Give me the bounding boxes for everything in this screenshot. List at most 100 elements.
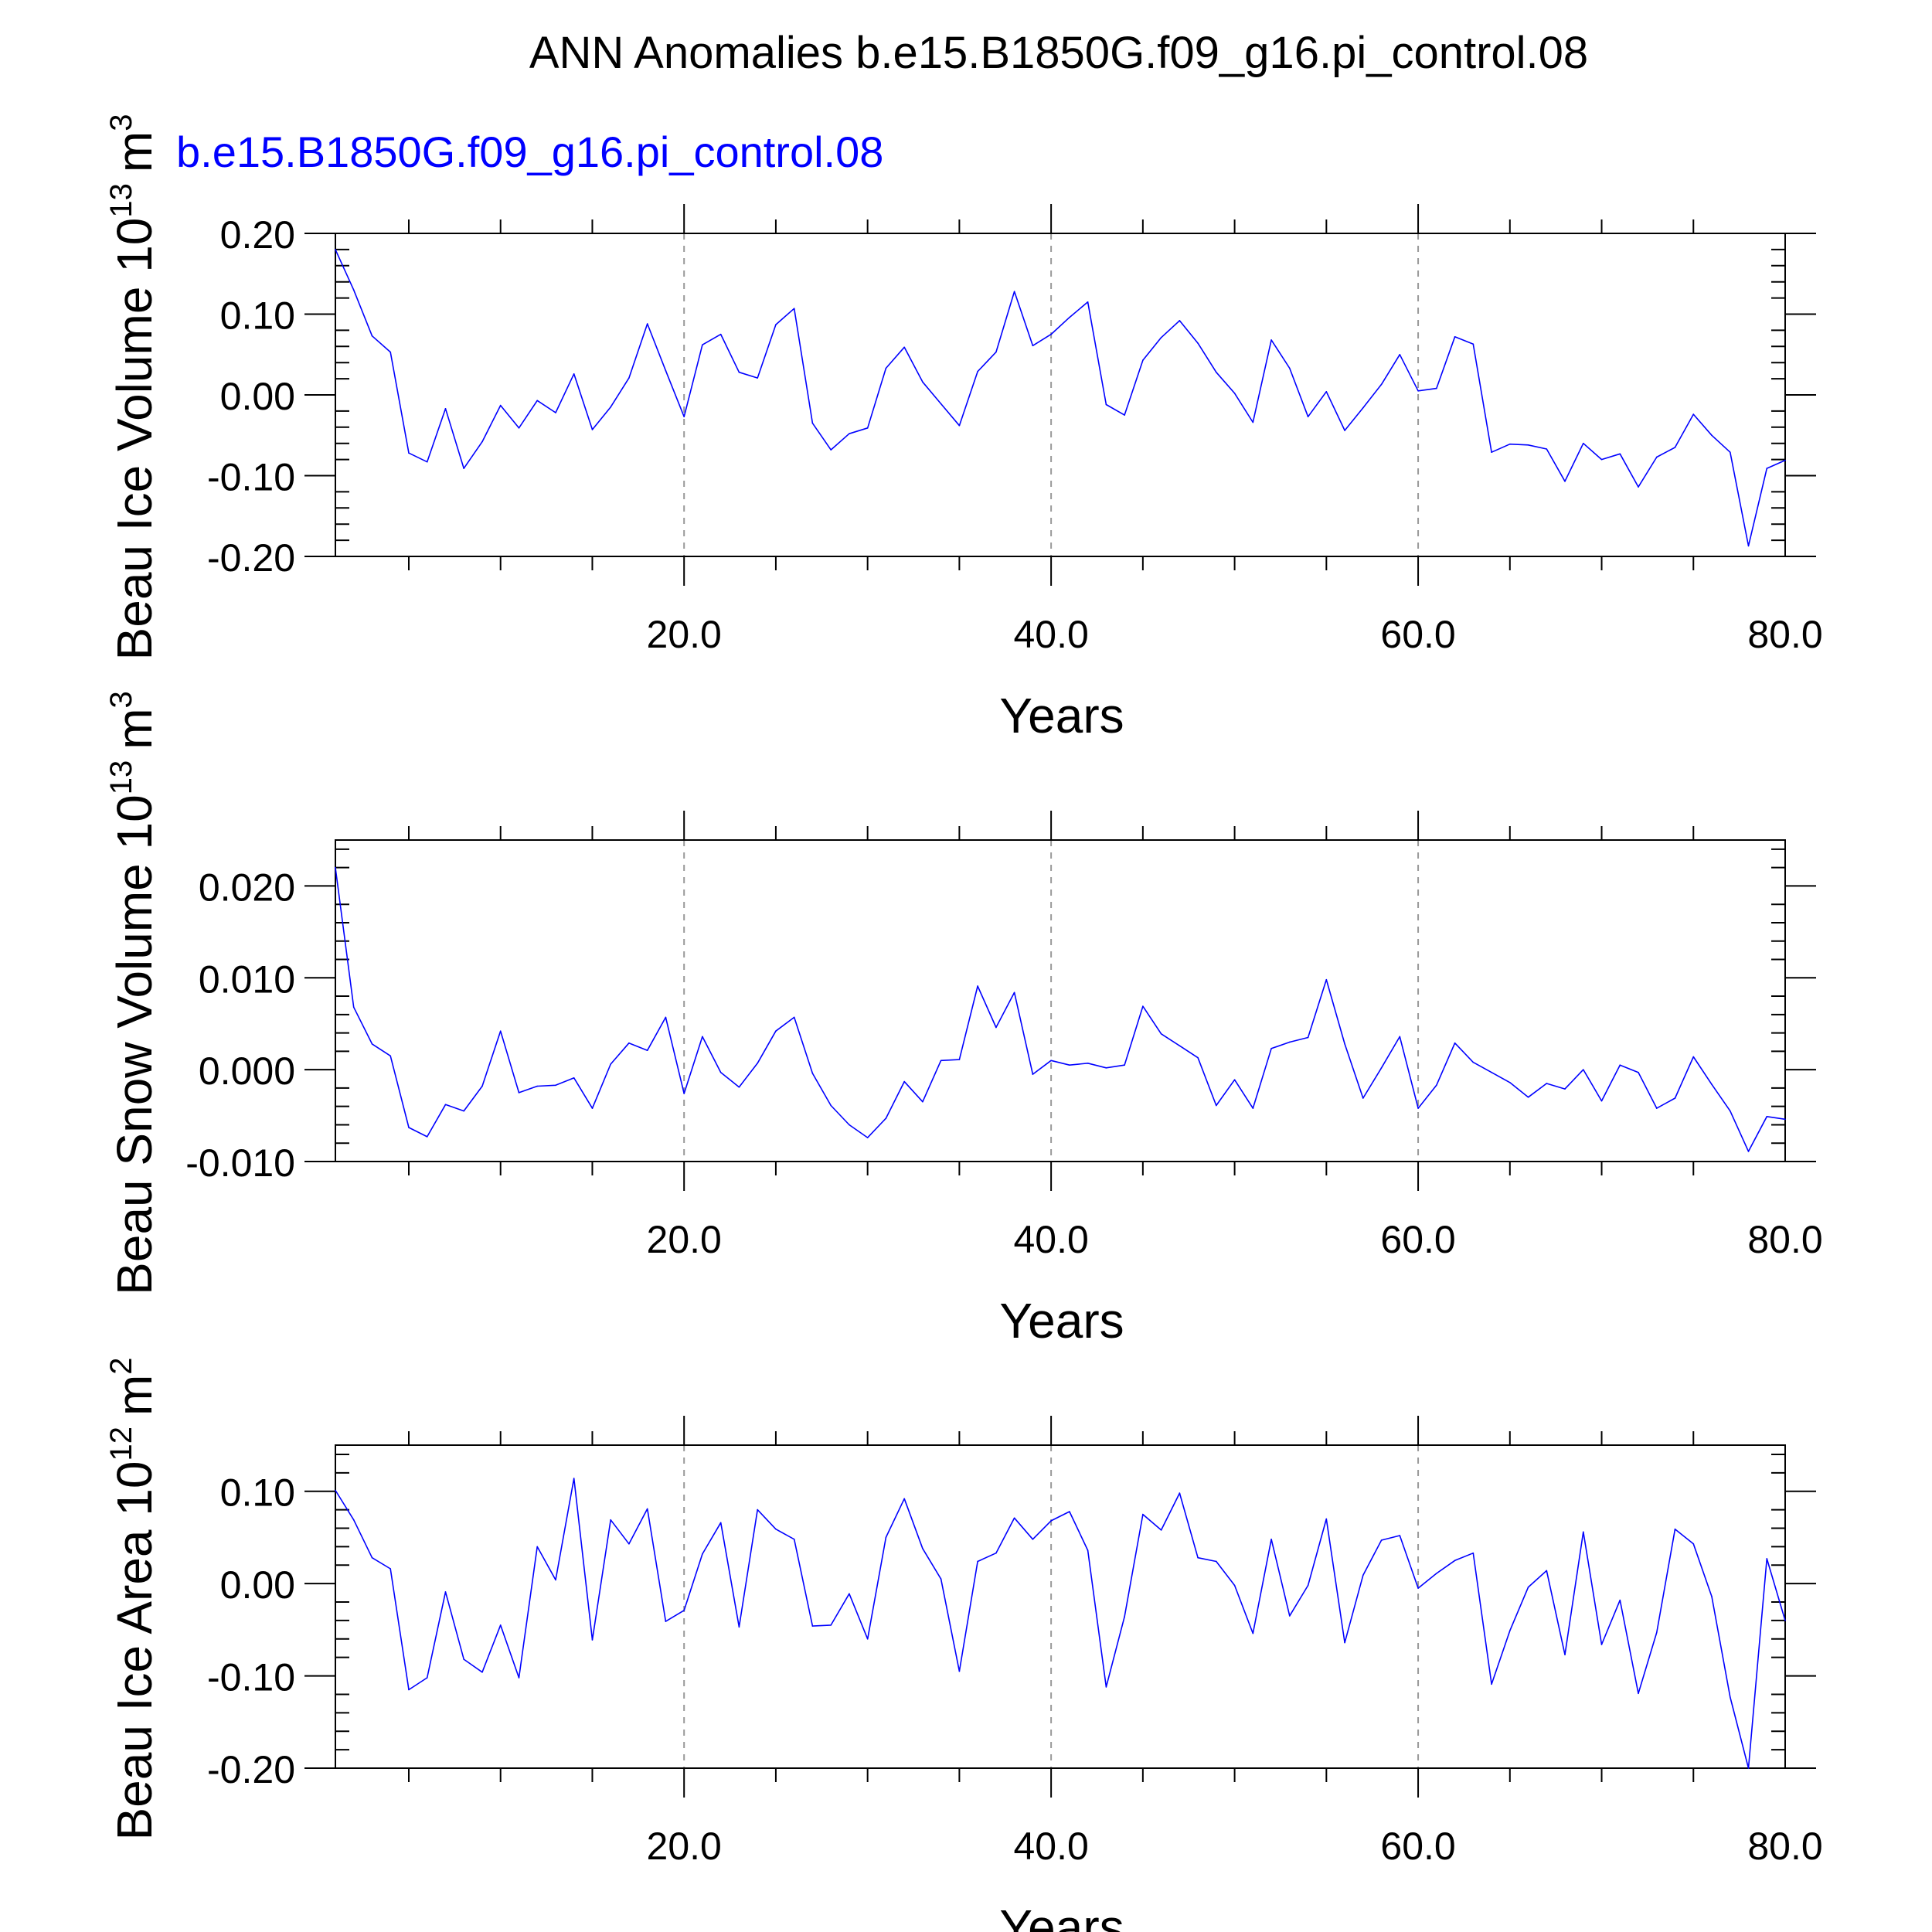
data-point <box>995 1552 997 1554</box>
data-point <box>1491 1071 1492 1073</box>
data-point <box>1307 1584 1309 1587</box>
data-point <box>1711 1083 1713 1085</box>
data-point <box>1270 339 1272 341</box>
data-point <box>885 367 887 369</box>
data-point <box>463 468 465 469</box>
data-point <box>830 449 832 451</box>
data-point <box>1252 1107 1254 1109</box>
data-point <box>1747 545 1750 547</box>
x-tick-label: 40.0 <box>1013 1218 1088 1261</box>
data-points <box>335 866 1786 1152</box>
data-point <box>1197 342 1199 344</box>
data-point <box>389 1568 392 1570</box>
y-axis-label-unit-exponent: 3 <box>104 691 138 708</box>
data-point <box>940 403 942 405</box>
data-point <box>389 1055 392 1057</box>
data-point <box>719 333 722 335</box>
y-axis-label-unit-exponent: 3 <box>104 114 138 131</box>
data-point <box>757 1063 758 1064</box>
data-point <box>719 1071 722 1073</box>
data-point <box>775 1528 777 1530</box>
x-tick-label: 80.0 <box>1747 613 1822 656</box>
data-point <box>1784 1118 1786 1121</box>
data-point <box>1050 1520 1052 1522</box>
data-point <box>1399 1535 1401 1536</box>
data-point <box>408 452 410 454</box>
data-point <box>1344 430 1345 431</box>
data-point <box>940 1578 942 1580</box>
data-point <box>885 1536 887 1539</box>
data-point <box>389 351 392 353</box>
data-point <box>1216 371 1217 373</box>
data-point <box>1582 442 1584 444</box>
y-tick-label: 0.00 <box>220 1563 295 1607</box>
data-point <box>1216 1560 1217 1563</box>
data-point <box>610 1063 612 1065</box>
data-point <box>1417 389 1419 392</box>
data-point <box>610 1519 612 1521</box>
data-point <box>518 1677 520 1679</box>
data-point <box>958 1670 961 1672</box>
data-point <box>683 1093 685 1094</box>
data-point <box>1711 434 1713 437</box>
data-point <box>1472 1552 1475 1554</box>
data-point <box>463 1110 465 1112</box>
x-tick-label: 20.0 <box>647 613 722 656</box>
data-point <box>426 461 428 463</box>
y-axis-label: Beau Ice Area 1012 m2 <box>104 1357 162 1840</box>
data-point <box>922 381 923 383</box>
data-point <box>1289 1041 1291 1043</box>
data-point <box>1674 1528 1676 1530</box>
data-point <box>1600 458 1603 461</box>
data-point <box>1050 333 1052 335</box>
data-point <box>1784 1620 1786 1621</box>
x-tick-label: 40.0 <box>1013 613 1088 656</box>
data-point <box>573 373 575 375</box>
data-point <box>463 1658 465 1660</box>
data-point <box>1325 1518 1328 1520</box>
data-point <box>1380 383 1383 386</box>
data-point <box>1252 1632 1254 1634</box>
x-axis-label: Years <box>999 688 1124 743</box>
data-point <box>1436 387 1437 389</box>
data-point <box>573 1077 575 1079</box>
data-point <box>757 377 758 379</box>
data-point <box>371 1556 373 1559</box>
data-point <box>518 1092 520 1094</box>
data-point <box>499 1624 502 1626</box>
data-point <box>1546 1570 1548 1572</box>
data-point <box>1124 414 1125 416</box>
data-point <box>628 1042 630 1044</box>
data-point <box>1436 1084 1437 1087</box>
y-tick-label: 0.010 <box>199 957 295 1001</box>
data-point <box>518 427 520 429</box>
series-line <box>335 249 1786 547</box>
data-point <box>1564 1088 1566 1090</box>
data-point <box>885 1117 887 1119</box>
data-point <box>335 249 336 250</box>
data-point <box>1325 391 1328 393</box>
data-point <box>1087 301 1089 303</box>
data-point <box>1233 393 1236 394</box>
data-point <box>683 1609 685 1611</box>
data-point <box>903 1498 905 1500</box>
data-point <box>536 1546 539 1548</box>
data-point <box>1509 1081 1511 1083</box>
y-tick-label: 0.10 <box>220 294 295 338</box>
data-point <box>1344 1641 1345 1644</box>
data-point <box>1307 416 1309 418</box>
data-point <box>1729 451 1731 453</box>
data-point <box>1509 443 1511 445</box>
data-point <box>1362 406 1364 409</box>
data-point <box>1252 421 1254 423</box>
data-point <box>702 1553 703 1555</box>
data-point <box>536 1085 539 1087</box>
data-point <box>1142 1005 1144 1007</box>
x-tick-label: 80.0 <box>1747 1825 1822 1868</box>
data-point <box>1619 1599 1621 1601</box>
data-point <box>1013 291 1015 293</box>
data-point <box>1142 1513 1144 1515</box>
data-point <box>1270 1048 1272 1049</box>
data-point <box>481 1085 483 1087</box>
data-point <box>738 1626 740 1628</box>
